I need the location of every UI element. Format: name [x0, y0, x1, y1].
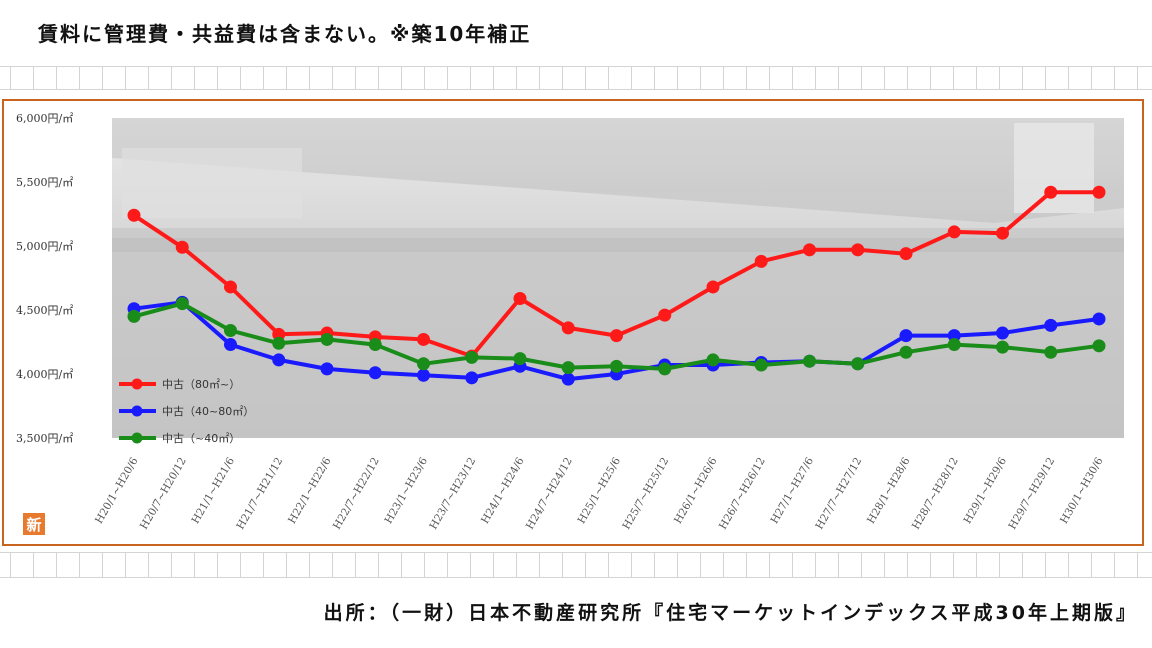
x-tick-label: H23/1~H23/6 [383, 455, 431, 526]
data-point [706, 353, 720, 367]
data-point [513, 291, 527, 305]
legend-label: 中古（40~80㎡） [162, 405, 254, 418]
x-tick-label: H24/1~H24/6 [479, 455, 527, 526]
x-tick-label: H27/7~H27/12 [813, 456, 864, 532]
data-point [513, 352, 527, 366]
legend-label: 中古（80㎡~） [162, 378, 240, 391]
data-point [1044, 318, 1058, 332]
x-tick-label: H27/1~H27/6 [769, 455, 817, 526]
chart-frame: 3,500円/㎡ 4,000円/㎡ 4,500円/㎡ 5,000円/㎡ 5,500円/㎡… [2, 99, 1144, 546]
data-point [175, 240, 189, 254]
data-point [368, 366, 382, 380]
data-point [417, 332, 430, 346]
data-point [417, 357, 430, 371]
x-tick-label: H28/7~H28/12 [910, 456, 961, 532]
x-tick-label: H20/1~H20/6 [93, 455, 141, 526]
line-chart: 3,500円/㎡ 4,000円/㎡ 4,500円/㎡ 5,000円/㎡ 5,500円/㎡… [16, 112, 1124, 535]
data-point [754, 254, 768, 268]
x-tick-label: H22/1~H22/6 [286, 455, 334, 526]
data-point [899, 345, 913, 359]
x-tick-label: H25/1~H25/6 [576, 455, 624, 526]
data-point [803, 243, 816, 257]
x-tick-label: H23/7~H23/12 [427, 456, 478, 532]
x-tick-label: H26/7~H26/12 [717, 456, 768, 532]
data-point [561, 361, 575, 375]
legend-marker [131, 432, 143, 444]
grid-strip-bottom [0, 552, 1152, 578]
data-point [947, 338, 961, 352]
y-axis: 3,500円/㎡ 4,000円/㎡ 4,500円/㎡ 5,000円/㎡ 5,500円/㎡… [16, 112, 73, 445]
data-point [658, 362, 672, 376]
data-point [1092, 185, 1106, 199]
data-point [610, 329, 623, 343]
data-point [417, 368, 430, 382]
data-point [368, 338, 382, 352]
legend-marker [131, 378, 143, 390]
x-tick-label: H28/1~H28/6 [865, 455, 913, 526]
y-tick-label: 5,500円/㎡ [16, 176, 73, 189]
data-point [803, 354, 816, 368]
y-tick-label: 4,000円/㎡ [16, 368, 73, 381]
grid-strip-top [0, 66, 1152, 90]
data-point [272, 336, 286, 350]
data-point [754, 358, 768, 372]
legend: 中古（80㎡~） 中古（40~80㎡） 中古（~40㎡） [119, 378, 254, 445]
data-point [947, 329, 961, 343]
data-point [224, 280, 237, 294]
data-point [127, 309, 141, 323]
data-point [899, 329, 913, 343]
data-point [1092, 339, 1106, 353]
y-tick-label: 6,000円/㎡ [16, 112, 73, 125]
data-point [272, 353, 286, 367]
x-tick-label: H24/7~H24/12 [524, 456, 575, 532]
data-point [272, 327, 286, 341]
x-tick-label: H22/7~H22/12 [331, 456, 382, 532]
data-point [175, 297, 189, 311]
x-tick-label: H21/1~H21/6 [190, 455, 238, 526]
data-point [1092, 312, 1106, 326]
data-point [899, 247, 913, 261]
x-tick-label: H29/1~H29/6 [962, 455, 1010, 526]
logo-glyph: 新 [26, 516, 41, 534]
data-point [851, 357, 865, 371]
data-point [996, 226, 1009, 240]
data-point [561, 372, 575, 386]
data-point [320, 332, 334, 346]
data-point [561, 321, 575, 335]
data-point [996, 326, 1009, 340]
data-point [465, 371, 479, 385]
background-photo [112, 118, 1124, 438]
y-tick-label: 4,500円/㎡ [16, 304, 73, 317]
data-point [224, 323, 237, 337]
legend-label: 中古（~40㎡） [162, 432, 240, 445]
x-tick-label: H26/1~H26/6 [672, 455, 720, 526]
data-point [610, 359, 623, 373]
legend-marker [131, 405, 143, 417]
data-point [127, 208, 141, 222]
x-tick-label: H30/1~H30/6 [1058, 455, 1106, 526]
data-point [1044, 185, 1058, 199]
series-layer [127, 185, 1106, 386]
data-point [947, 225, 961, 239]
data-point [1044, 345, 1058, 359]
source-note: 出所：（一財）日本不動産研究所『住宅マーケットインデックス平成30年上期版』 [323, 602, 1138, 624]
data-point [706, 280, 720, 294]
data-point [465, 350, 479, 364]
x-tick-label: H21/7~H21/12 [234, 456, 285, 532]
logo-icon: 新 [23, 513, 45, 535]
x-tick-label: H29/7~H29/12 [1006, 456, 1057, 532]
data-point [996, 340, 1009, 354]
header-note: 賃料に管理費・共益費は含まない。※築10年補正 [38, 22, 532, 46]
y-tick-label: 3,500円/㎡ [16, 432, 73, 445]
x-tick-label: H20/7~H20/12 [138, 456, 189, 532]
x-tick-label: H25/7~H25/12 [620, 456, 671, 532]
data-point [224, 338, 237, 352]
data-point [320, 362, 334, 376]
data-point [658, 308, 672, 322]
y-tick-label: 5,000円/㎡ [16, 240, 73, 253]
data-point [851, 243, 865, 257]
